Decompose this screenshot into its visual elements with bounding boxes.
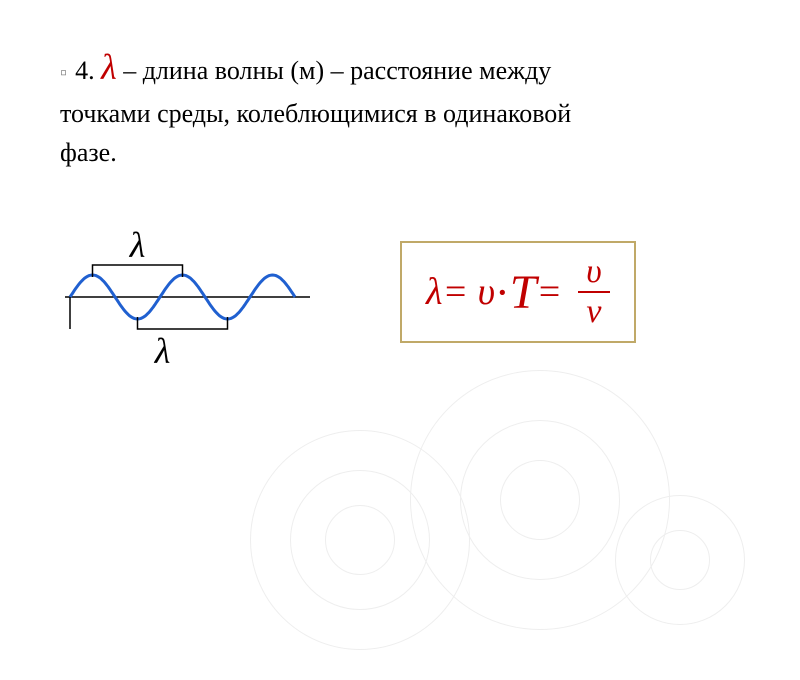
def-line2: точками среды, колеблющимися в одинаково…	[60, 99, 571, 128]
bullet-icon: ▫	[60, 62, 67, 84]
frac-numerator: υ	[578, 255, 610, 293]
formula-box: λ= υ·T= υ ν	[400, 241, 636, 343]
formula-fraction: υ ν	[578, 255, 610, 329]
def-line1: – длина волны (м) – расстояние между	[117, 56, 552, 85]
def-line3: фазе.	[60, 138, 117, 167]
wave-svg: λλ	[60, 202, 320, 382]
formula: λ= υ·T= υ ν	[426, 255, 610, 329]
wave-diagram: λλ	[60, 202, 320, 382]
frac-denominator: ν	[578, 293, 609, 329]
formula-lhs: λ= υ	[426, 270, 495, 314]
formula-T: T	[510, 265, 537, 320]
definition-text: ▫ 4. λ – длина волны (м) – расстояние меж…	[60, 40, 740, 172]
formula-eq: =	[536, 270, 562, 314]
svg-text:λ: λ	[154, 331, 171, 371]
lambda-symbol: λ	[101, 47, 117, 87]
formula-dot: ·	[495, 267, 510, 318]
item-number: 4.	[75, 56, 95, 85]
background-circles	[360, 380, 760, 680]
svg-text:λ: λ	[129, 225, 146, 265]
